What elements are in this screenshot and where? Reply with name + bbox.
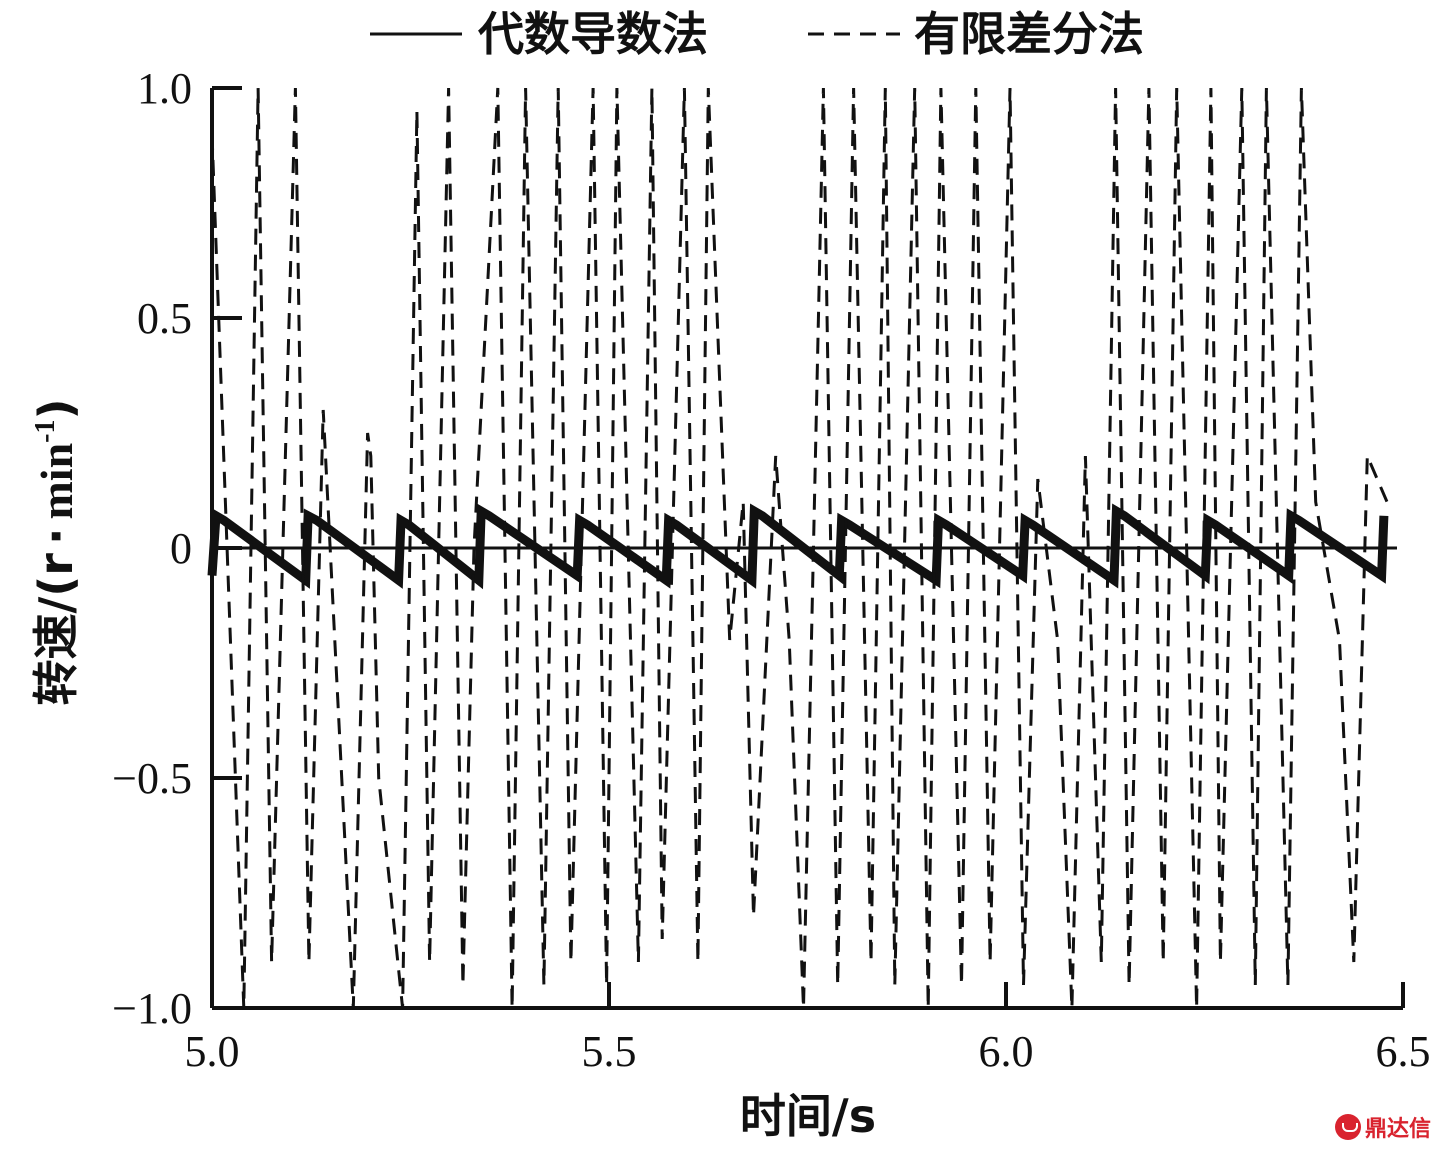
y-axis-title-unit: min <box>31 443 82 520</box>
y-tick-label: −0.5 <box>112 754 192 803</box>
ticks-layer: 1.0 0.5 0 −0.5 −1.05.0 5.5 6.0 6.5 <box>112 64 1430 1076</box>
y-axis-title-exponent: -1 <box>30 420 61 443</box>
x-tick-label: 5.0 <box>185 1027 240 1076</box>
y-axis-title-close: ) <box>29 398 83 419</box>
x-tick-label: 6.0 <box>979 1027 1034 1076</box>
legend-label-finite-diff: 有限差分法 <box>914 7 1144 61</box>
series-line-algebraic-derivative <box>207 503 1389 590</box>
legend: 代数导数法 有限差分法 <box>370 7 1144 61</box>
y-axis-title-main: 转速/(r <box>29 553 83 706</box>
x-tick-label: 6.5 <box>1376 1027 1431 1076</box>
y-tick-label: 0.5 <box>137 294 192 343</box>
series-line-finite-difference <box>210 87 1389 1009</box>
x-tick-label: 5.5 <box>582 1027 637 1076</box>
series-layer <box>207 87 1397 1009</box>
y-axis-title: 转速/(r · min-1) <box>29 398 83 705</box>
red-logo-icon <box>1334 1114 1361 1140</box>
legend-label-algebraic: 代数导数法 <box>477 7 708 61</box>
x-axis-title: 时间/s <box>740 1089 876 1143</box>
y-tick-label: 1.0 <box>137 64 192 113</box>
y-tick-label: 0 <box>170 524 192 573</box>
watermark-text: 鼎达信 <box>1364 1117 1431 1142</box>
y-tick-label: −1.0 <box>112 984 192 1033</box>
y-axis-title-dot: · <box>29 528 83 545</box>
watermark: 鼎达信 <box>1334 1111 1431 1143</box>
